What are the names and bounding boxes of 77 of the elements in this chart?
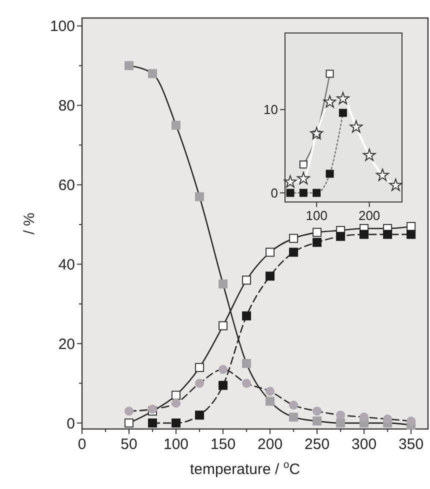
x-tick-label: 150 — [210, 436, 236, 453]
x-tick-label: 100 — [164, 436, 189, 453]
point — [148, 418, 158, 428]
point — [326, 170, 334, 178]
point — [312, 238, 322, 247]
point — [195, 410, 204, 420]
point — [195, 192, 204, 202]
point — [406, 222, 416, 231]
point — [195, 362, 204, 372]
point — [289, 234, 298, 243]
point — [171, 398, 181, 408]
point — [284, 175, 297, 188]
x-tick-label: 0 — [78, 436, 86, 453]
point — [296, 172, 310, 184]
point — [299, 188, 308, 197]
y-tick-label: 60 — [58, 177, 75, 194]
y-tick-label: 40 — [58, 256, 75, 274]
y-tick-label: 80 — [58, 98, 75, 115]
point — [406, 416, 416, 426]
point — [172, 120, 181, 130]
point — [312, 416, 322, 426]
point — [312, 188, 321, 197]
point — [323, 95, 336, 108]
point — [336, 232, 346, 241]
point — [336, 410, 346, 420]
point — [389, 178, 402, 191]
point — [360, 230, 369, 239]
point — [218, 364, 228, 374]
point — [242, 378, 252, 388]
y-tick-label: 10 — [264, 102, 278, 118]
point — [218, 280, 228, 289]
point — [266, 248, 275, 257]
y-tick-label: 100 — [50, 18, 75, 36]
point — [383, 414, 392, 424]
x-tick-label: 200 — [258, 436, 283, 453]
point — [124, 418, 134, 428]
point — [406, 230, 416, 239]
point — [383, 230, 392, 239]
point — [326, 70, 334, 78]
point — [336, 92, 350, 104]
point — [242, 311, 252, 320]
point — [336, 418, 346, 428]
point — [124, 406, 134, 416]
point — [289, 400, 298, 410]
x-tick-label: 300 — [352, 436, 377, 453]
point — [350, 120, 363, 133]
point — [286, 188, 294, 197]
point — [376, 168, 389, 181]
x-tick-label: 50 — [120, 436, 138, 453]
x-axis-title: temperature / $^{o}$C — [190, 459, 300, 478]
point — [194, 378, 204, 388]
point — [218, 380, 228, 390]
point — [124, 61, 134, 70]
point — [148, 69, 158, 78]
y-axis-title: / % — [21, 212, 38, 234]
point — [172, 390, 181, 400]
y-tick-label: 20 — [58, 336, 75, 353]
x-tick-label: 250 — [304, 436, 330, 453]
point — [266, 386, 275, 396]
y-tick-label: 0 — [66, 415, 75, 432]
point — [310, 126, 324, 140]
point — [338, 108, 347, 117]
point — [362, 148, 376, 161]
point — [242, 276, 252, 285]
point — [289, 248, 298, 257]
point — [218, 321, 228, 330]
x-tick-label: 200 — [358, 208, 380, 223]
point — [289, 412, 298, 422]
point — [266, 272, 275, 281]
point — [312, 406, 322, 416]
point — [360, 412, 369, 422]
point — [242, 358, 252, 368]
point — [299, 160, 308, 169]
point — [312, 228, 322, 237]
point — [172, 418, 181, 428]
point — [266, 396, 275, 406]
x-tick-label: 350 — [398, 436, 424, 453]
